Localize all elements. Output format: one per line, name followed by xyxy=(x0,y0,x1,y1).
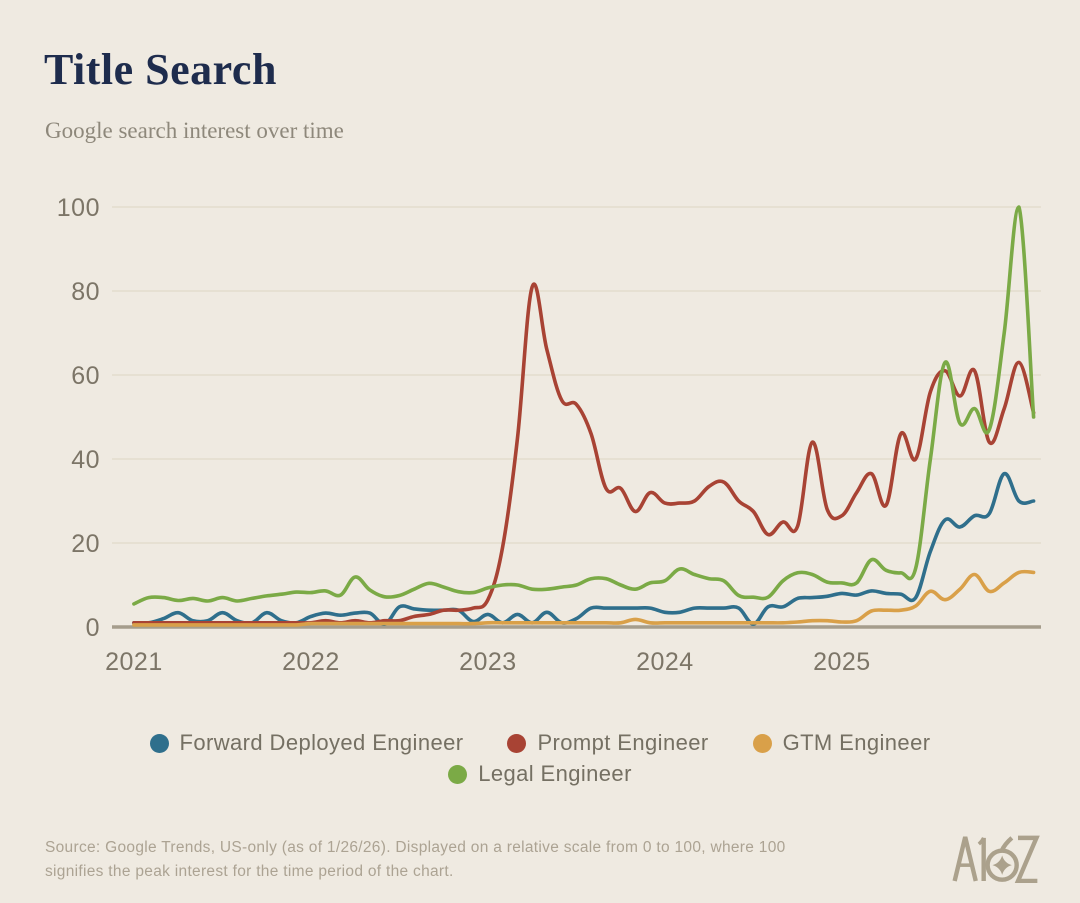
x-tick-label-2025: 2025 xyxy=(813,648,871,676)
y-tick-label-100: 100 xyxy=(57,194,100,222)
x-tick-label-2024: 2024 xyxy=(636,648,694,676)
logo-letter-z xyxy=(1014,835,1040,884)
logo-compass-star xyxy=(992,855,1012,875)
series-line-gtm-engineer xyxy=(132,569,1036,627)
legend-label: Prompt Engineer xyxy=(537,730,709,755)
series-line-legal-engineer xyxy=(132,205,1036,606)
legend-dot-icon xyxy=(752,733,772,753)
legend-dot-icon xyxy=(149,733,169,753)
logo-letter-1-flag xyxy=(977,837,986,846)
legend-row: Legal Engineer xyxy=(448,761,632,787)
legend-item-legal-engineer: Legal Engineer xyxy=(448,761,632,787)
x-tick-label-2022: 2022 xyxy=(282,648,340,676)
legend-item-gtm-engineer: GTM Engineer xyxy=(752,730,931,756)
y-tick-label-0: 0 xyxy=(86,614,100,642)
page-title: Title Search xyxy=(44,45,277,94)
legend-dot-icon xyxy=(448,764,468,784)
legend-label: Forward Deployed Engineer xyxy=(179,730,464,755)
source-note-line-1: Source: Google Trends, US-only (as of 1/… xyxy=(45,839,786,856)
a16z-logo xyxy=(952,835,1040,884)
logo-letter-6-stem xyxy=(999,836,1014,852)
legend-label: GTM Engineer xyxy=(782,730,931,755)
legend-dot-icon xyxy=(507,733,527,753)
source-note: Source: Google Trends, US-only (as of 1/… xyxy=(45,836,786,884)
series-line-forward-deployed-engineer xyxy=(132,471,1036,626)
legend-row: Forward Deployed Engineer Prompt Engineer… xyxy=(149,730,931,756)
series-line-prompt-engineer xyxy=(132,282,1036,625)
chart-legend: Forward Deployed Engineer Prompt Engineer… xyxy=(0,730,1080,787)
y-tick-label-60: 60 xyxy=(71,362,100,390)
page-subtitle: Google search interest over time xyxy=(45,118,344,143)
source-note-line-2: signifies the peak interest for the time… xyxy=(45,863,454,880)
legend-item-forward-deployed-engineer: Forward Deployed Engineer xyxy=(149,730,464,756)
y-tick-label-80: 80 xyxy=(71,278,100,306)
logo-letter-a xyxy=(952,836,978,882)
y-tick-label-20: 20 xyxy=(71,530,100,558)
legend-item-prompt-engineer: Prompt Engineer xyxy=(507,730,708,756)
y-tick-label-40: 40 xyxy=(71,446,100,474)
a16z-logo-svg xyxy=(952,835,1040,884)
x-tick-label-2023: 2023 xyxy=(459,648,517,676)
x-tick-label-2021: 2021 xyxy=(105,648,163,676)
legend-label: Legal Engineer xyxy=(478,761,632,786)
